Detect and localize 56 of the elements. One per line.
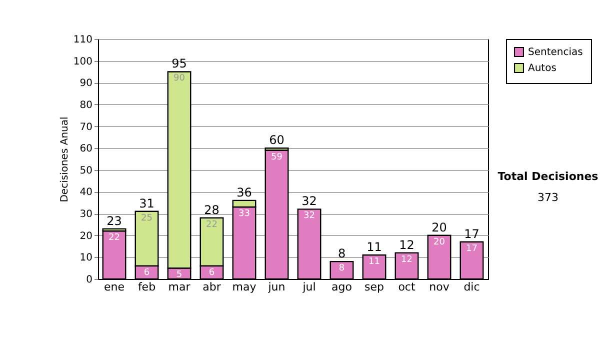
y-tick-label: 90 bbox=[80, 78, 92, 90]
data-label: 17 bbox=[466, 244, 478, 254]
total-label: 11 bbox=[366, 240, 382, 254]
x-tick-label: may bbox=[232, 280, 257, 294]
y-tick-label: 10 bbox=[80, 252, 92, 264]
total-label: 20 bbox=[432, 220, 447, 234]
total-label: 12 bbox=[399, 238, 414, 252]
text: Total Decisiones bbox=[496, 170, 600, 183]
legend-label: Autos bbox=[528, 63, 556, 74]
x-tick-label: jul bbox=[302, 280, 316, 294]
total-label: 36 bbox=[236, 185, 252, 200]
data-label: 59 bbox=[271, 152, 283, 162]
data-label: 6 bbox=[208, 268, 215, 278]
x-tick-label: ene bbox=[104, 280, 125, 294]
y-tick-label: 0 bbox=[86, 274, 92, 286]
total-label: 95 bbox=[172, 56, 187, 71]
data-label: 8 bbox=[338, 264, 345, 274]
y-axis-title: Decisiones Anual bbox=[59, 116, 70, 202]
x-tick-label: jun bbox=[267, 280, 286, 294]
total-label: 31 bbox=[139, 196, 154, 210]
data-label: 20 bbox=[434, 237, 446, 248]
total-label: 8 bbox=[338, 246, 346, 261]
x-tick-label: ago bbox=[332, 280, 352, 294]
x-tick-label: mar bbox=[168, 280, 191, 294]
y-tick-label: 70 bbox=[80, 122, 92, 133]
x-tick-label: oct bbox=[398, 280, 416, 294]
legend-label: Sentencias bbox=[528, 47, 583, 58]
data-label: 11 bbox=[368, 257, 380, 267]
x-tick-label: feb bbox=[138, 280, 156, 294]
total-label: 23 bbox=[106, 214, 122, 228]
total-label: 32 bbox=[302, 194, 317, 208]
data-label: 5 bbox=[176, 270, 182, 280]
x-tick-label: sep bbox=[364, 280, 384, 294]
y-tick-label: 30 bbox=[80, 209, 92, 220]
y-tick-label: 110 bbox=[73, 34, 92, 46]
y-tick-label: 60 bbox=[80, 144, 92, 155]
y-tick-label: 100 bbox=[73, 56, 92, 68]
y-tick-label: 20 bbox=[80, 230, 92, 242]
total-label: 28 bbox=[204, 202, 220, 217]
total-label: 60 bbox=[269, 133, 284, 148]
x-tick-label: abr bbox=[202, 280, 222, 294]
data-label: 22 bbox=[108, 233, 120, 243]
data-label: 6 bbox=[144, 268, 150, 278]
x-tick-label: dic bbox=[464, 280, 480, 294]
x-tick-label: nov bbox=[429, 280, 450, 294]
y-tick-label: 80 bbox=[80, 100, 92, 111]
data-label: 90 bbox=[174, 74, 186, 84]
y-tick-label: 40 bbox=[80, 187, 92, 198]
data-label: 12 bbox=[401, 254, 412, 265]
data-label: 32 bbox=[304, 211, 315, 222]
text: 373 bbox=[536, 191, 560, 204]
y-tick-label: 50 bbox=[80, 165, 92, 176]
total-label: 17 bbox=[464, 226, 480, 241]
data-label: 25 bbox=[141, 213, 152, 224]
data-label: 33 bbox=[238, 209, 250, 219]
data-label: 22 bbox=[206, 220, 218, 230]
